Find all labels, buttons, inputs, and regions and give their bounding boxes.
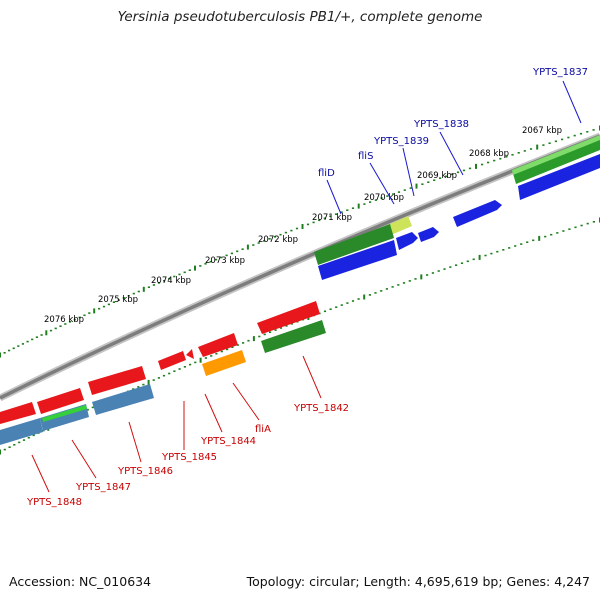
- gene-label: fliD: [318, 168, 335, 179]
- gene-ypts-1846-blue[interactable]: [92, 384, 154, 415]
- gene-ypts-1846-red[interactable]: [88, 366, 146, 395]
- outer-tick-track: [0, 125, 600, 358]
- accession-text: Accession: NC_010634: [9, 574, 152, 589]
- gene-labels-bottom: YPTS_1842 fliA YPTS_1844 YPTS_1845 YPTS_…: [26, 403, 349, 508]
- gene-label: fliA: [255, 424, 271, 435]
- gene-label: YPTS_1848: [26, 497, 82, 508]
- kbp-label: 2070 kbp: [364, 193, 404, 203]
- gene-ypts-1842-green[interactable]: [261, 320, 326, 353]
- gene-label: YPTS_1845: [161, 452, 217, 463]
- gene-ypts-1838[interactable]: [453, 200, 502, 227]
- gene-ypts-1839[interactable]: [418, 227, 439, 242]
- gene-ypts-1847-red[interactable]: [37, 388, 84, 414]
- gene-flia[interactable]: [202, 350, 246, 376]
- gene-ypts-1845-a[interactable]: [158, 351, 186, 370]
- kbp-label: 2074 kbp: [151, 276, 191, 286]
- gene-blue-ext[interactable]: [318, 240, 397, 280]
- forward-genes: [314, 135, 600, 280]
- gene-ypts-1845-b[interactable]: [186, 349, 194, 359]
- gene-label: YPTS_1839: [373, 136, 429, 147]
- topology-text: Topology: circular; Length: 4,695,619 bp…: [246, 574, 590, 589]
- kbp-label: 2071 kbp: [312, 213, 352, 223]
- gene-label: YPTS_1837: [532, 67, 588, 78]
- gene-label: YPTS_1838: [413, 119, 469, 130]
- gene-label: YPTS_1846: [117, 466, 173, 477]
- gene-flid-green[interactable]: [314, 224, 394, 265]
- gene-ypts-1842-red[interactable]: [257, 301, 320, 334]
- gene-ypts-1847-green[interactable]: [42, 405, 87, 422]
- reverse-genes: [0, 301, 326, 445]
- gene-ypts-1848-red[interactable]: [0, 402, 36, 424]
- gene-label: YPTS_1842: [293, 403, 349, 414]
- gene-ypts-1837-highlight: [512, 135, 600, 175]
- kbp-label: 2075 kbp: [98, 295, 138, 305]
- gene-ypts-1844[interactable]: [198, 333, 238, 357]
- gene-label: YPTS_1844: [200, 436, 256, 447]
- kbp-label: 2068 kbp: [469, 149, 509, 159]
- callout-lines-bottom: [31, 355, 322, 493]
- gene-labels-top: YPTS_1837 YPTS_1838 YPTS_1839 fliS fliD: [318, 67, 588, 179]
- genome-backbone-core: [0, 134, 600, 400]
- kbp-label: 2072 kbp: [258, 235, 298, 245]
- kbp-labels: 2076 kbp 2075 kbp 2074 kbp 2073 kbp 2072…: [44, 126, 562, 325]
- kbp-label: 2067 kbp: [522, 126, 562, 136]
- kbp-label: 2076 kbp: [44, 315, 84, 325]
- gene-ypts-1848-blue[interactable]: [0, 418, 43, 445]
- genome-backbone: [0, 132, 600, 402]
- gene-flis[interactable]: [396, 232, 418, 250]
- gene-ypts-1837-blue[interactable]: [518, 154, 600, 200]
- kbp-label: 2069 kbp: [417, 171, 457, 181]
- gene-label: YPTS_1847: [75, 482, 131, 493]
- gene-flid-highlight[interactable]: [388, 216, 412, 235]
- kbp-label: 2073 kbp: [205, 256, 245, 266]
- gene-label: fliS: [358, 151, 373, 162]
- map-title: Yersinia pseudotuberculosis PB1/+, compl…: [117, 9, 483, 25]
- callout-lines-top: [326, 80, 582, 215]
